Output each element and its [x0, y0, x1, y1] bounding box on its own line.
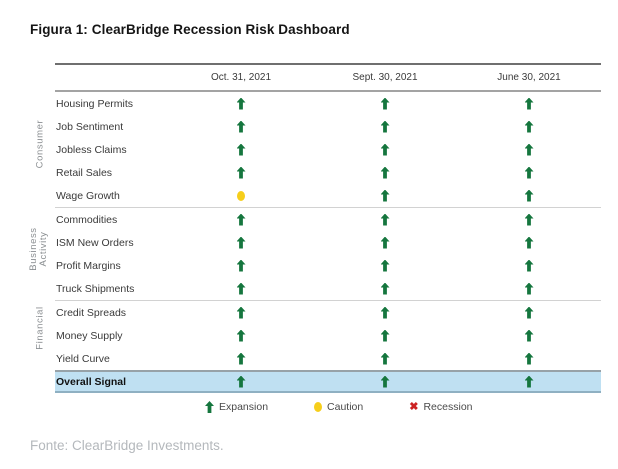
table-row: Retail Sales: [55, 161, 601, 184]
signal-icon: [524, 97, 534, 110]
indicator-label: Credit Spreads: [56, 306, 127, 319]
column-header-june: June 30, 2021: [497, 72, 561, 83]
caution-dot-icon: [314, 402, 323, 412]
overall-signal-label: Overall Signal: [56, 375, 127, 388]
indicator-label: Job Sentiment: [56, 120, 124, 133]
dashboard-table: Oct. 31, 2021 Sept. 30, 2021 June 30, 20…: [55, 63, 601, 393]
figure-title: Figura 1: ClearBridge Recession Risk Das…: [30, 22, 350, 37]
legend-label: Recession: [423, 401, 473, 413]
column-header-sept: Sept. 30, 2021: [352, 72, 418, 83]
legend-item-expansion: Expansion: [205, 401, 268, 413]
signal-icon: [524, 282, 534, 295]
table-row: Yield Curve: [55, 347, 601, 370]
indicator-label: Wage Growth: [56, 189, 120, 202]
group-label-business-activity: Business Activity: [28, 227, 49, 271]
signal-icon: [236, 120, 246, 133]
signal-icon: [236, 213, 246, 226]
signal-icon: [380, 306, 390, 319]
indicator-label: Retail Sales: [56, 166, 113, 179]
indicator-label: Commodities: [56, 213, 118, 226]
signal-icon: [380, 236, 390, 249]
column-header-oct: Oct. 31, 2021: [210, 72, 272, 83]
indicator-label: Truck Shipments: [56, 282, 135, 295]
table-row: Jobless Claims: [55, 138, 601, 161]
table-row: Credit Spreads: [55, 300, 601, 324]
signal-icon: [380, 213, 390, 226]
indicator-label: Yield Curve: [56, 352, 110, 365]
signal-icon: [380, 282, 390, 295]
signal-icon: [236, 329, 246, 342]
signal-icon: [380, 259, 390, 272]
signal-icon: [236, 306, 246, 319]
recession-x-icon: ✖: [409, 400, 419, 413]
overall-signal-row: Overall Signal: [55, 370, 601, 393]
table-row: Job Sentiment: [55, 115, 601, 138]
indicator-label: ISM New Orders: [56, 236, 134, 249]
group-label-financial: Financial: [34, 306, 46, 350]
legend-label: Caution: [327, 401, 364, 413]
signal-icon: [524, 213, 534, 226]
signal-icon: [236, 143, 246, 156]
source-note: Fonte: ClearBridge Investments.: [30, 438, 224, 453]
signal-icon: [236, 352, 246, 365]
signal-icon: [524, 375, 534, 388]
table-row: Profit Margins: [55, 254, 601, 277]
signal-icon: [236, 375, 246, 388]
signal-icon: [524, 236, 534, 249]
table-header-row: Oct. 31, 2021 Sept. 30, 2021 June 30, 20…: [55, 63, 601, 92]
signal-icon: [524, 352, 534, 365]
signal-icon: [236, 97, 246, 110]
table-row: Truck Shipments: [55, 277, 601, 300]
group-label-consumer: Consumer: [34, 119, 46, 169]
table-row: Wage Growth: [55, 184, 601, 207]
signal-icon: [380, 189, 390, 202]
signal-icon: [380, 120, 390, 133]
legend-label: Expansion: [219, 401, 269, 413]
expansion-arrow-icon: [205, 401, 214, 413]
signal-icon: [524, 306, 534, 319]
legend-item-caution: Caution: [314, 401, 363, 413]
signal-icon: [236, 259, 246, 272]
signal-icon: [524, 189, 534, 202]
indicator-label: Money Supply: [56, 329, 123, 342]
indicator-label: Housing Permits: [56, 97, 134, 110]
signal-icon: [524, 329, 534, 342]
table-row: Money Supply: [55, 324, 601, 347]
signal-icon: [380, 97, 390, 110]
signal-icon: [524, 143, 534, 156]
indicator-label: Jobless Claims: [56, 143, 127, 156]
signal-icon: [236, 236, 246, 249]
table-row: ISM New Orders: [55, 231, 601, 254]
signal-icon: [380, 143, 390, 156]
signal-icon: [524, 166, 534, 179]
signal-icon: [380, 329, 390, 342]
signal-icon: [524, 120, 534, 133]
signal-icon: [236, 282, 246, 295]
table-row: Housing Permits: [55, 92, 601, 115]
table-row: Commodities: [55, 207, 601, 231]
legend-item-recession: ✖ Recession: [409, 401, 472, 413]
signal-icon: [380, 352, 390, 365]
legend: Expansion Caution ✖ Recession: [205, 401, 473, 413]
signal-icon: [236, 166, 246, 179]
signal-icon: [380, 375, 390, 388]
signal-icon: [237, 190, 245, 201]
indicator-label: Profit Margins: [56, 259, 121, 272]
signal-icon: [380, 166, 390, 179]
signal-icon: [524, 259, 534, 272]
